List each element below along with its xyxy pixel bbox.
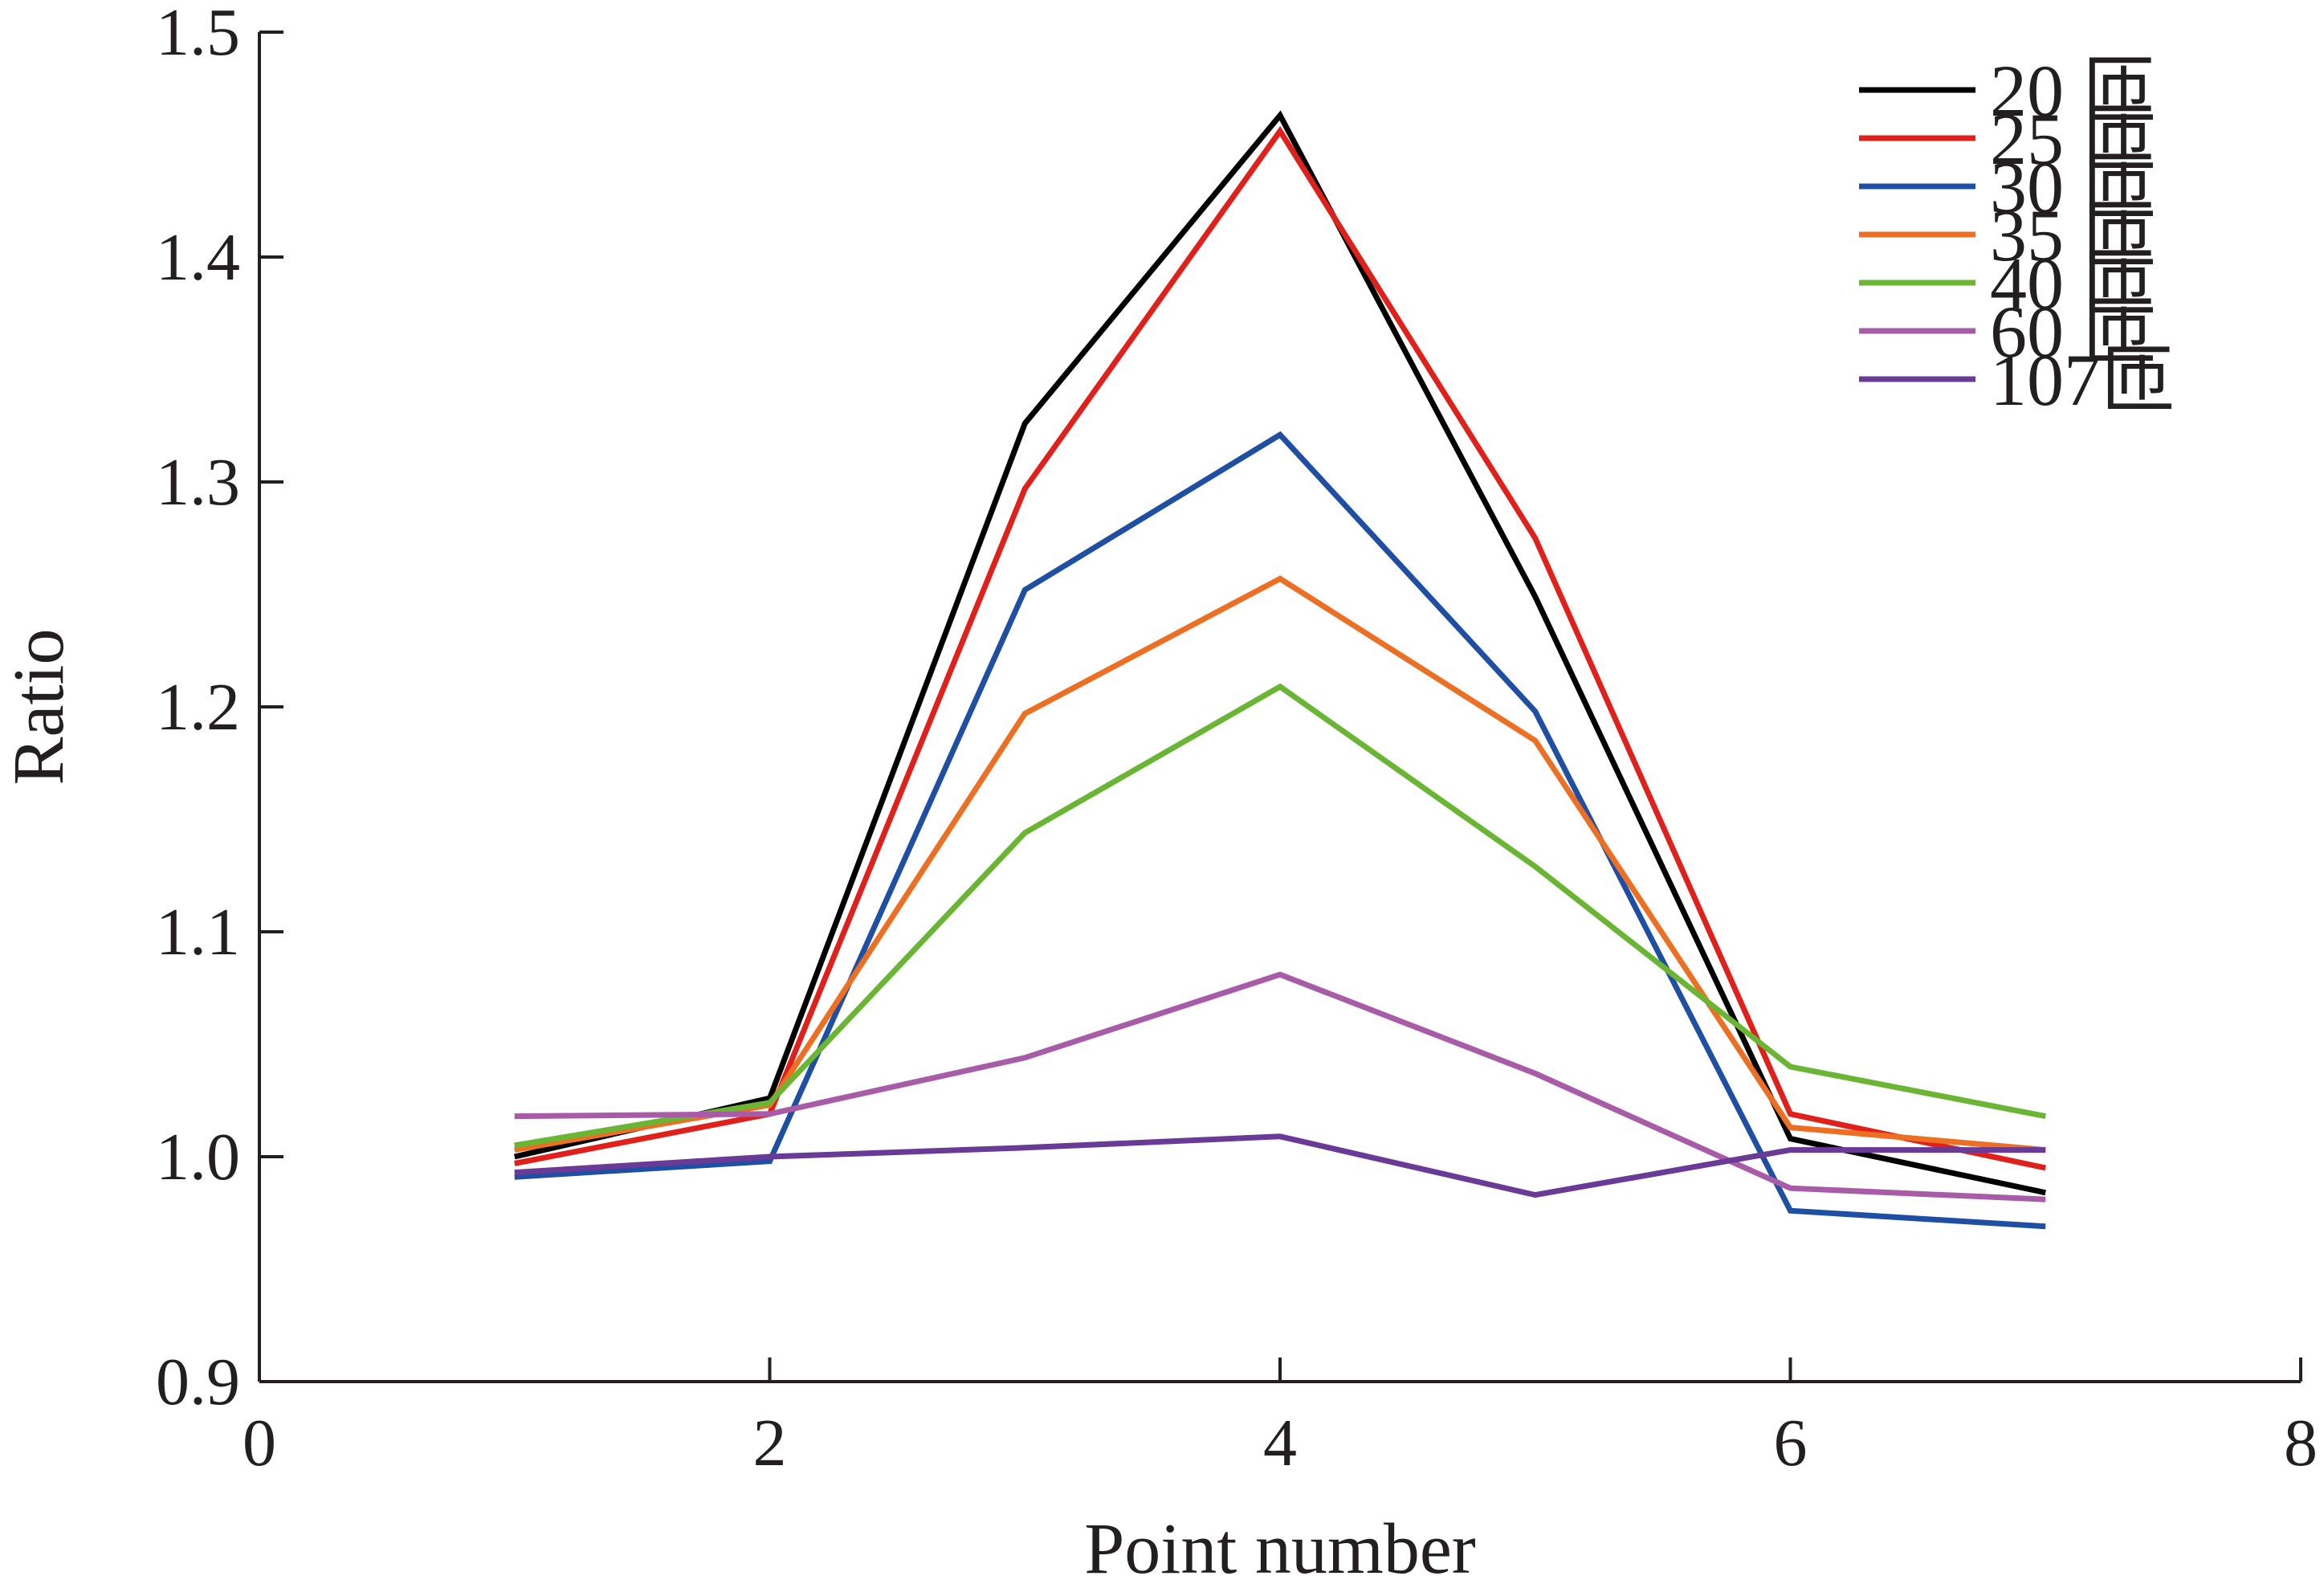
series-line-2 xyxy=(514,431,2046,1230)
series-line-1 xyxy=(514,125,2046,1171)
x-tick-label: 2 xyxy=(753,1406,787,1480)
series-line-0 xyxy=(513,110,2046,1196)
legend-label-3: 35 匝 xyxy=(1990,194,2156,276)
series-line-5 xyxy=(514,971,2046,1202)
series-line-3 xyxy=(514,575,2046,1153)
x-tick-label: 4 xyxy=(1263,1406,1297,1480)
legend-label-0: 20 匝 xyxy=(1990,50,2156,132)
legend-label-4: 40 匝 xyxy=(1990,243,2156,325)
series-layer xyxy=(513,110,2046,1230)
legend-label-6: 107匝 xyxy=(1990,339,2175,421)
x-tick-label: 6 xyxy=(1774,1406,1808,1480)
y-tick-label: 1.4 xyxy=(156,220,240,295)
legend-label-5: 60 匝 xyxy=(1990,291,2156,373)
y-tick-label: 0.9 xyxy=(156,1345,240,1419)
y-axis-title: Ratio xyxy=(0,629,79,786)
legend-label-2: 30 匝 xyxy=(1990,146,2156,228)
y-tick-label: 1.0 xyxy=(156,1120,240,1194)
x-axis-title: Point number xyxy=(1084,1509,1476,1576)
x-tick-label: 0 xyxy=(243,1406,276,1480)
legend-label-1: 25 匝 xyxy=(1990,98,2156,180)
axes: 0.9 1.0 1.1 1.2 1.3 1.4 1.5 0 2 4 6 8 xyxy=(156,0,2318,1480)
series-line-4 xyxy=(514,683,2046,1149)
y-tick-label: 1.3 xyxy=(156,445,240,520)
y-tick-label: 1.5 xyxy=(156,0,240,70)
x-tick-label: 8 xyxy=(2284,1406,2318,1480)
y-tick-label: 1.1 xyxy=(156,895,240,970)
y-tick-label: 1.2 xyxy=(156,670,240,745)
series-line-6 xyxy=(514,1133,2046,1198)
